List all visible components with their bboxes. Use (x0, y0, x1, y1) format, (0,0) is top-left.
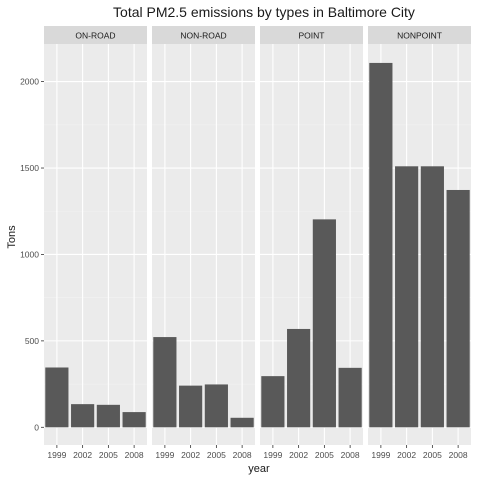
y-tick-label: 2000 (20, 77, 39, 87)
x-tick-label: 2008 (233, 450, 252, 460)
x-tick-label: 1999 (47, 450, 66, 460)
bar-non-road-2002 (179, 385, 203, 428)
bar-point-1999 (261, 376, 285, 428)
bar-on-road-2008 (122, 412, 146, 428)
bar-non-road-1999 (153, 337, 177, 428)
x-tick-label: 1999 (263, 450, 282, 460)
x-tick-label: 1999 (155, 450, 174, 460)
facet-strip-label: NON-ROAD (180, 31, 226, 41)
x-tick-label: 1999 (371, 450, 390, 460)
facet-strip (368, 26, 471, 44)
bar-nonpoint-2002 (395, 166, 419, 428)
facet-strip (44, 26, 147, 44)
facet-strip-label: ON-ROAD (75, 31, 115, 41)
bar-point-2005 (312, 219, 336, 428)
bar-on-road-1999 (45, 367, 69, 428)
x-tick-label: 2002 (289, 450, 308, 460)
bar-nonpoint-2008 (446, 189, 470, 428)
facet-strip (260, 26, 363, 44)
x-tick-label: 2005 (99, 450, 118, 460)
plot-area: ON-ROAD 1999 2002 2005 2008 NON-ROAD 1999 2002 2… (20, 26, 471, 460)
bar-nonpoint-2005 (420, 166, 444, 428)
x-tick-label: 2008 (449, 450, 468, 460)
bar-nonpoint-1999 (369, 62, 393, 428)
x-tick-label: 2008 (341, 450, 360, 460)
y-tick-label: 1000 (20, 249, 39, 259)
x-tick-label: 2002 (181, 450, 200, 460)
facet-strip (152, 26, 255, 44)
x-tick-label: 2008 (125, 450, 144, 460)
bar-point-2002 (287, 328, 311, 428)
y-tick-label: 1500 (20, 163, 39, 173)
x-tick-label: 2005 (207, 450, 226, 460)
y-axis-title: Tons (6, 225, 18, 249)
facet-strip-label: POINT (299, 31, 325, 41)
chart-title: Total PM2.5 emissions by types in Baltim… (113, 4, 415, 20)
bar-on-road-2002 (71, 404, 95, 428)
y-tick-label: 0 (34, 422, 39, 432)
facet-strip-label: NONPOINT (397, 31, 442, 41)
bar-non-road-2008 (230, 417, 254, 428)
x-tick-label: 2005 (423, 450, 442, 460)
y-tick-label: 500 (25, 336, 39, 346)
bar-non-road-2005 (204, 384, 228, 428)
x-tick-label: 2002 (397, 450, 416, 460)
bar-point-2008 (338, 367, 362, 428)
x-axis-title: year (248, 463, 270, 475)
x-tick-label: 2002 (73, 450, 92, 460)
x-tick-label: 2005 (315, 450, 334, 460)
bar-on-road-2005 (96, 404, 120, 428)
